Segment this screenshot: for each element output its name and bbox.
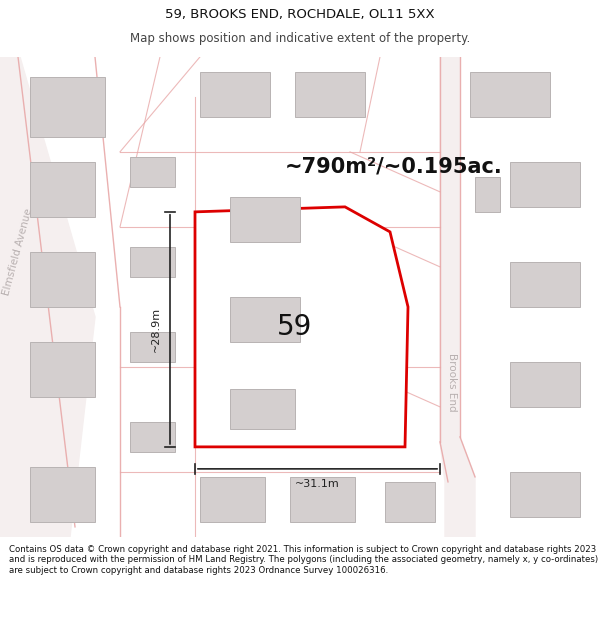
Bar (200, 72, 270, 117)
Text: Contains OS data © Crown copyright and database right 2021. This information is : Contains OS data © Crown copyright and d… (9, 545, 598, 574)
Bar (200, 477, 265, 522)
Bar (30, 252, 95, 307)
Bar (295, 72, 365, 117)
Bar (510, 362, 580, 407)
Text: ~31.1m: ~31.1m (295, 479, 340, 489)
Bar (290, 477, 355, 522)
Text: ~28.9m: ~28.9m (151, 307, 161, 352)
Bar (510, 162, 580, 207)
Polygon shape (440, 57, 475, 537)
Bar (130, 332, 175, 362)
Bar (510, 262, 580, 307)
Text: Map shows position and indicative extent of the property.: Map shows position and indicative extent… (130, 32, 470, 45)
Bar (130, 247, 175, 277)
Text: Brooks End: Brooks End (447, 352, 457, 411)
Bar (130, 157, 175, 187)
Bar (30, 77, 105, 137)
Bar (475, 177, 500, 212)
Bar (230, 197, 300, 242)
Polygon shape (195, 207, 408, 447)
Bar (130, 422, 175, 452)
Bar (470, 72, 550, 117)
Bar (30, 342, 95, 397)
Bar (385, 482, 435, 522)
Text: 59: 59 (277, 313, 313, 341)
Bar (510, 472, 580, 517)
Text: 59, BROOKS END, ROCHDALE, OL11 5XX: 59, BROOKS END, ROCHDALE, OL11 5XX (165, 8, 435, 21)
Bar (230, 389, 295, 429)
Bar (230, 297, 300, 342)
Text: Elmsfield Avenue: Elmsfield Avenue (2, 208, 34, 296)
Polygon shape (0, 57, 95, 537)
Bar (30, 467, 95, 522)
Text: ~790m²/~0.195ac.: ~790m²/~0.195ac. (285, 157, 503, 177)
Bar (30, 162, 95, 217)
